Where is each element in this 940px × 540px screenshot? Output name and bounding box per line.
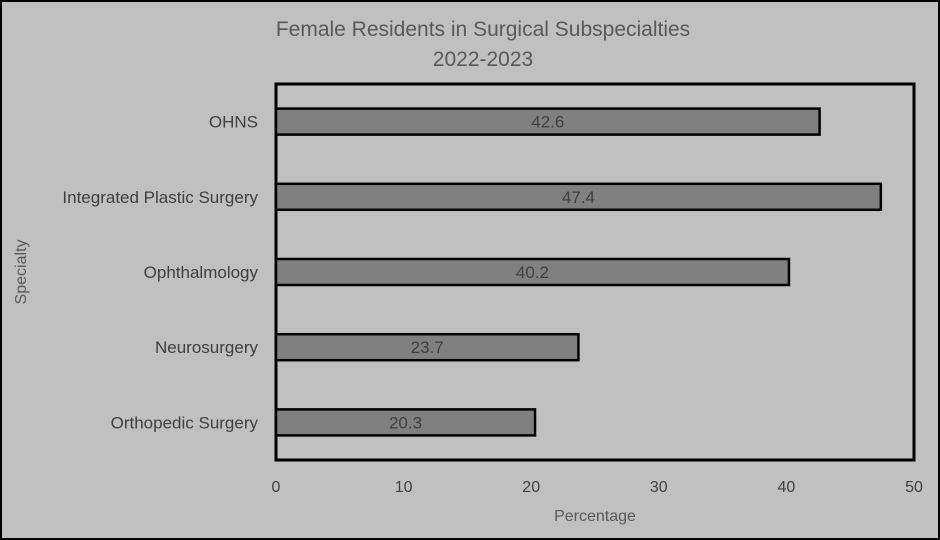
bar-ohns <box>274 107 821 136</box>
category-label-neurosurgery: Neurosurgery <box>155 338 258 357</box>
category-label-integrated-plastic-surgery: Integrated Plastic Surgery <box>62 188 258 207</box>
data-label-integrated-plastic-surgery: 47.4 <box>562 188 595 207</box>
chart-title: Female Residents in Surgical Subspecialt… <box>276 18 690 41</box>
data-label-orthopedic-surgery: 20.3 <box>389 413 422 432</box>
data-label-ohns: 42.6 <box>531 113 564 132</box>
bars-group: 42.6 47.4 40.2 23.7 20.3 <box>274 107 883 437</box>
x-tick-label-50: 50 <box>905 479 923 496</box>
category-label-orthopedic-surgery: Orthopedic Surgery <box>111 413 259 432</box>
x-tick-label-20: 20 <box>522 479 540 496</box>
x-axis-title: Percentage <box>554 508 636 525</box>
data-label-neurosurgery: 23.7 <box>411 338 444 357</box>
bar-neurosurgery <box>274 332 580 362</box>
x-tick-label-30: 30 <box>650 479 668 496</box>
category-label-ohns: OHNS <box>209 113 258 132</box>
chart-subtitle: 2022-2023 <box>433 48 533 71</box>
bar-orthopedic-surgery <box>274 408 537 437</box>
category-label-ophthalmology: Ophthalmology <box>144 263 259 282</box>
x-tick-label-0: 0 <box>272 479 281 496</box>
y-axis-title: Specialty <box>13 240 30 305</box>
data-label-ophthalmology: 40.2 <box>516 263 549 282</box>
x-tick-label-40: 40 <box>778 479 796 496</box>
category-labels-group: OHNS Integrated Plastic Surgery Ophthalmol… <box>62 113 258 433</box>
bar-ophthalmology <box>274 257 791 287</box>
bar-integrated-plastic-surgery <box>274 182 883 212</box>
x-tick-label-10: 10 <box>395 479 413 496</box>
x-tick-labels-group: 0 10 20 30 40 50 <box>272 479 923 496</box>
